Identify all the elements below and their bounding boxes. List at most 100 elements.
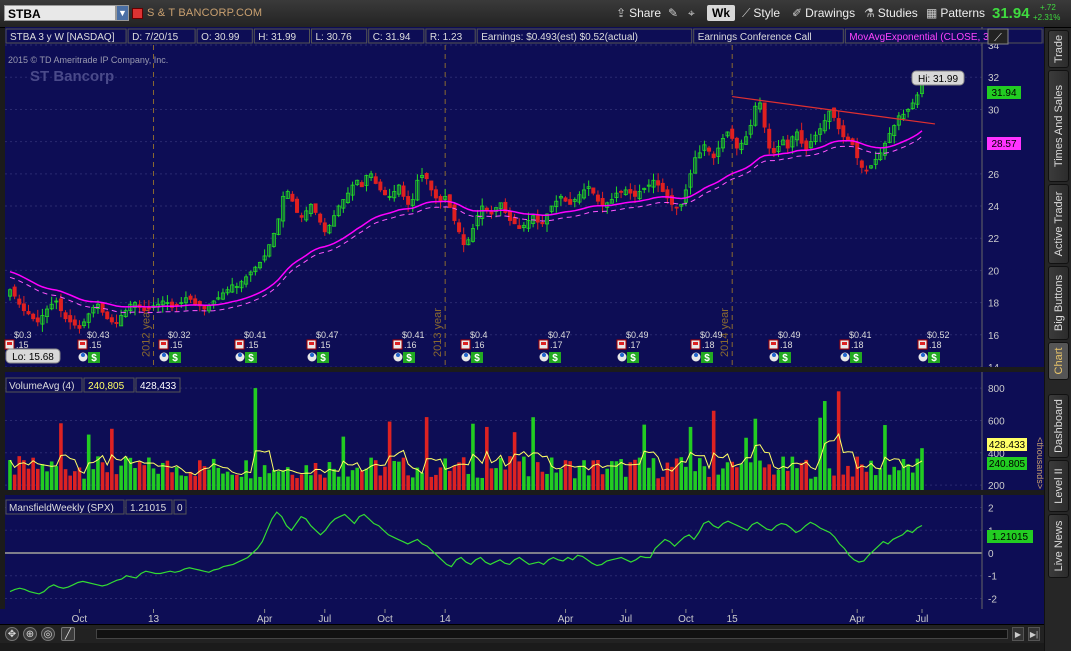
dividend-icon [779,352,791,363]
earnings-marker[interactable]: $0.41.18 $ [839,330,872,364]
drawing-tool-button[interactable]: ⌖ [684,4,702,22]
dividend-icon-glyph: $ [782,353,788,364]
tab-live-news[interactable]: Live News [1048,514,1069,578]
earnings-marker[interactable]: $0.49.17 $ [616,330,649,364]
candle-body [568,199,573,205]
symbol-input[interactable]: STBA [4,5,116,21]
earnings-marker[interactable]: $0.41.15 $ [234,330,267,364]
volume-bar [563,460,568,490]
tab-active-trader[interactable]: Active Trader [1048,184,1069,264]
earnings-marker[interactable]: $0.47.17 $ [538,330,571,364]
price-tick-label: 22 [988,234,1000,245]
volume-bar [517,461,522,490]
chart-canvas[interactable]: 2012 year 2013 year 2014 year 2015 © TD Am… [0,27,1044,624]
dividend-icon [928,352,940,363]
volume-bar [772,474,776,490]
candle-body [21,303,26,312]
candle-body [804,140,809,151]
symbol-link-color-icon[interactable] [132,8,143,19]
tab-level-ii[interactable]: Level II [1048,460,1069,512]
earnings-marker[interactable]: $0.32.15 $ [158,330,191,364]
scroll-end-icon[interactable]: ▶| [1028,627,1040,641]
earnings-value: $0.3 [14,330,32,340]
mansfield-tag-text: 1.21015 [992,532,1029,543]
mansfield-tag: 1.21015 [987,530,1033,543]
share-button[interactable]: ⇪ Share [612,4,665,22]
trendline[interactable] [732,95,936,125]
candle-body [276,218,281,236]
volume-bar [670,466,674,490]
candle-body [693,157,698,174]
candle-body [216,297,221,300]
earnings-marker[interactable]: $0.52.18 $ [917,330,950,364]
earnings-marker[interactable]: $0.43.15 $ [77,330,110,364]
volume-bar [897,470,901,490]
volume-bar [572,478,577,490]
drawings-button[interactable]: ✐ Drawings [788,4,859,22]
volume-bar [318,474,322,490]
tab-chart[interactable]: Chart [1048,342,1069,380]
aggregation-button[interactable]: Wk [707,5,735,21]
volume-bar [262,465,267,490]
time-scrollbar[interactable] [96,629,1008,639]
candle-body [420,175,425,178]
candle-body [637,191,642,200]
x-tick-label: Apr [257,614,273,624]
zoom-box-icon[interactable]: ◎ [41,627,55,641]
style-button[interactable]: ⟋ Style [738,4,784,22]
panel-separator-2[interactable] [0,490,1044,495]
earnings-marker[interactable]: $0.41.16 $ [392,330,425,364]
price-header: STBA 3 y W [NASDAQ] D: 7/20/15 O: 30.99 H: … [5,28,1044,44]
scroll-right-icon[interactable]: ▶ [1012,627,1024,641]
zoom-in-icon[interactable]: ⊕ [23,627,37,641]
chart-settings-button[interactable] [987,28,1009,45]
volume-bar [12,474,17,490]
candle-body [424,173,429,180]
volume-bar [660,476,665,490]
tab-trade[interactable]: Trade [1048,30,1069,68]
candle-body [494,207,499,212]
earnings-marker[interactable]: $0.49.18 $ [690,330,723,364]
candle-body [683,189,688,203]
candle-body [82,321,87,327]
volume-bar [211,458,216,490]
earnings-marker[interactable]: $0.4.16 $ [460,330,488,364]
draw-line-icon[interactable]: ╱ [61,627,75,641]
volume-bar [494,468,498,490]
earnings-marker[interactable]: $0.49.18 $ [768,330,801,364]
volume-bar [461,457,466,490]
volume-bar [841,474,846,490]
patterns-button[interactable]: ▦ Patterns [922,4,989,22]
volume-bar [35,468,40,490]
candle-body [197,301,202,307]
candle-body [285,191,290,199]
volume-bar [596,459,600,490]
volume-bar [471,423,475,490]
candle-body [882,142,887,156]
header-item-text: H: 31.99 [258,32,296,43]
dividend-icon-glyph: $ [931,353,937,364]
dividend-value: .17 [628,340,641,350]
earnings-value: $0.4 [470,330,488,340]
candle-body [674,206,679,209]
volume-bar [633,459,637,490]
pan-icon[interactable]: ✥ [5,627,19,641]
crosshair-tool-button[interactable]: ✎ [664,4,685,22]
earnings-marker[interactable]: $0.47.15 $ [306,330,339,364]
cursor-icon: ⌖ [688,6,695,20]
tab-dashboard[interactable]: Dashboard [1048,394,1069,458]
volume-bar [327,462,332,490]
studies-button[interactable]: ⚗ Studies [860,4,922,22]
volume-bar [73,471,77,490]
candle-body [345,192,350,204]
price-tick-label: 34 [988,41,1000,52]
x-tick-label: Oct [678,614,694,624]
symbol-dropdown-icon[interactable]: ▼ [116,5,129,21]
earnings-icon-mark [693,342,698,345]
tab-big-buttons[interactable]: Big Buttons [1048,266,1069,340]
volume-bar [114,474,119,490]
candle-body [813,134,818,143]
panel-separator[interactable] [0,367,1044,372]
tab-times-and-sales[interactable]: Times And Sales [1048,70,1069,182]
bottom-bar: ✥ ⊕ ◎ ╱ ▶ ▶| [0,624,1044,643]
